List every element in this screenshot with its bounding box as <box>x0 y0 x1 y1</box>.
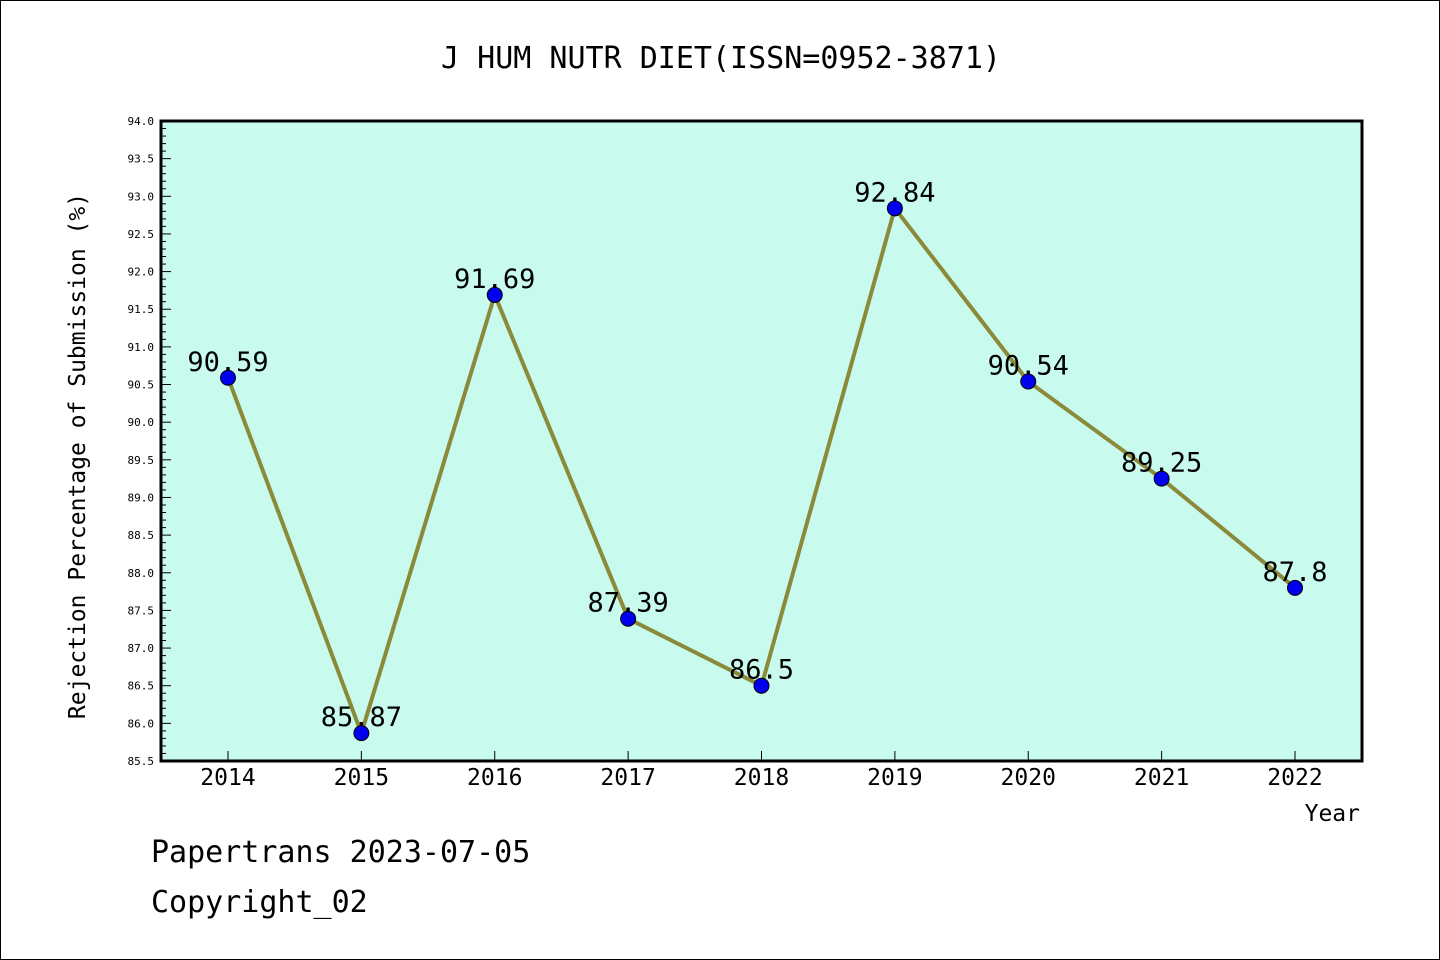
data-point <box>220 369 236 386</box>
data-label: 87.8 <box>1262 557 1327 588</box>
footer-date: Papertrans 2023-07-05 <box>151 835 531 870</box>
chart-title: J HUM NUTR DIET(ISSN=0952-3871) <box>441 41 1001 76</box>
data-points <box>220 200 1303 742</box>
y-tick-label: 93.5 <box>128 153 155 166</box>
x-tick-label: 2019 <box>867 765 922 791</box>
data-label: 89.25 <box>1121 448 1202 479</box>
data-labels: 90.59 85.87 91.69 87.39 86.5 92.84 90.54 89.25 8… <box>187 177 1327 733</box>
data-label: 85.87 <box>321 702 402 733</box>
x-tick-label: 2022 <box>1267 765 1322 791</box>
y-axis-label: Rejection Percentage of Submission (%) <box>65 193 91 719</box>
y-tick-label: 86.0 <box>128 717 155 730</box>
data-point <box>1153 470 1170 487</box>
y-tick-label: 94.0 <box>128 115 155 128</box>
y-axis: 85.5 86.0 86.5 87.0 87.5 88.0 88.5 89.0 89.5 90.0… <box>128 115 171 768</box>
y-tick-label: 91.0 <box>128 341 155 354</box>
y-tick-label: 86.5 <box>128 680 155 693</box>
footer-copyright: Copyright_02 <box>151 885 368 920</box>
y-tick-label: 89.5 <box>128 454 155 467</box>
y-tick-label: 88.0 <box>128 567 155 580</box>
data-label: 90.59 <box>187 347 268 378</box>
x-tick-label: 2016 <box>467 765 522 791</box>
x-axis: 2014 2015 2016 2017 2018 2019 2020 2021 2022 <box>200 751 1323 791</box>
data-point <box>1287 579 1303 596</box>
data-label: 87.39 <box>587 588 668 619</box>
data-label: 86.5 <box>729 655 794 686</box>
data-point <box>1020 373 1037 390</box>
data-label: 91.69 <box>454 264 535 295</box>
data-point <box>486 286 503 303</box>
y-tick-label: 92.5 <box>128 228 155 241</box>
x-tick-label: 2018 <box>734 765 789 791</box>
y-tick-label: 87.5 <box>128 604 155 617</box>
data-label: 90.54 <box>988 351 1069 382</box>
y-tick-label: 88.5 <box>128 529 155 542</box>
y-tick-label: 90.5 <box>128 379 155 392</box>
x-tick-label: 2021 <box>1134 765 1189 791</box>
x-axis-label: Year <box>1305 801 1360 827</box>
x-tick-label: 2014 <box>200 765 255 791</box>
y-tick-label: 90.0 <box>128 416 155 429</box>
y-tick-label: 87.0 <box>128 642 155 655</box>
x-tick-label: 2015 <box>334 765 389 791</box>
data-point <box>753 677 770 694</box>
y-tick-label: 89.0 <box>128 491 155 504</box>
data-label: 92.84 <box>854 177 935 208</box>
data-point <box>620 610 637 627</box>
y-tick-label: 91.5 <box>128 303 155 316</box>
y-tick-label: 92.0 <box>128 266 155 279</box>
data-point <box>886 200 903 217</box>
x-tick-label: 2020 <box>1001 765 1056 791</box>
x-tick-label: 2017 <box>600 765 655 791</box>
plot-area <box>159 119 1364 763</box>
y-tick-label: 85.5 <box>128 755 155 768</box>
y-tick-label: 93.0 <box>128 190 155 203</box>
data-point <box>353 725 370 742</box>
